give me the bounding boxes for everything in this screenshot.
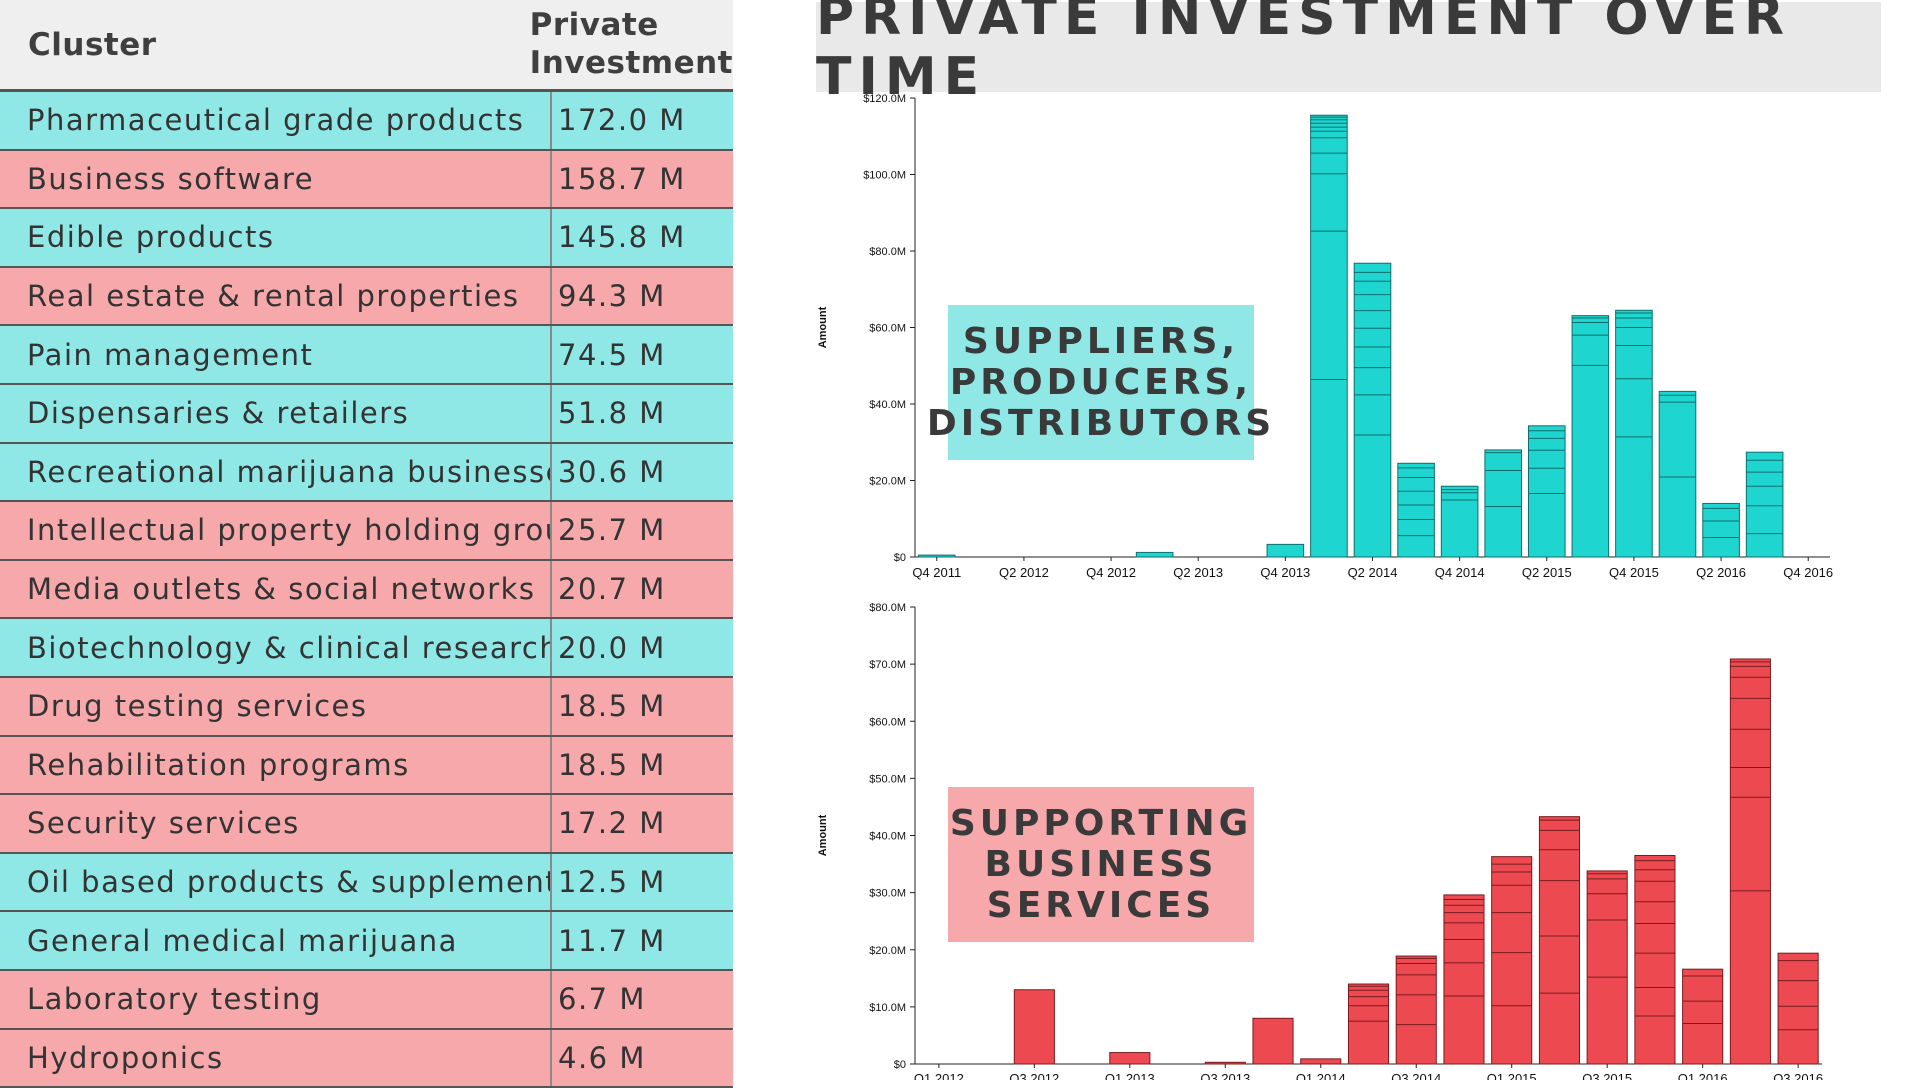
support-bar-q4-2014 [1444,895,1484,1064]
support-x-tick-label: Q1 2016 [1678,1071,1728,1080]
support-bar-q2-2015 [1539,817,1579,1064]
suppliers-bar-q2-2014 [1354,263,1391,557]
support-x-tick-label: Q3 2016 [1773,1071,1823,1080]
support-y-tick-label: $30.0M [869,888,906,900]
support-bar-q1-2016 [1683,969,1723,1064]
suppliers-x-tick-label: Q2 2015 [1522,565,1572,580]
support-x-tick-label: Q3 2014 [1391,1071,1441,1080]
support-bar-q4-2015 [1635,855,1675,1064]
suppliers-y-tick-label: $80.0M [869,246,906,258]
support-x-tick-label: Q1 2013 [1105,1071,1155,1080]
suppliers-bar-q1-2016 [1659,391,1696,557]
suppliers-y-tick-label: $40.0M [869,399,906,411]
support-y-tick-label: $10.0M [869,1002,906,1014]
support-bar-q3-2012 [1014,990,1054,1064]
suppliers-bar-q4-2011 [918,555,955,557]
support-bar-q3-2014 [1396,956,1436,1064]
support-x-tick-label: Q3 2012 [1009,1071,1059,1080]
support-x-tick-label: Q1 2014 [1296,1071,1346,1080]
suppliers-x-tick-label: Q2 2016 [1696,565,1746,580]
support-x-tick-label: Q3 2015 [1582,1071,1632,1080]
support-y-tick-label: $70.0M [869,659,906,671]
suppliers-y-tick-label: $20.0M [869,476,906,488]
support-bar-q1-2013 [1110,1053,1150,1064]
suppliers-x-tick-label: Q4 2016 [1783,565,1833,580]
support-y-tick-label: $0 [894,1059,906,1071]
support-bar-q2-2014 [1348,984,1388,1064]
suppliers-bar-q2-2016 [1703,503,1740,557]
suppliers-bar-q4-2014 [1441,486,1478,557]
suppliers-label-line-3: DISTRIBUTORS [927,403,1275,444]
suppliers-x-tick-label: Q4 2011 [912,565,961,580]
suppliers-bar-q4-2015 [1616,310,1653,557]
suppliers-x-tick-label: Q4 2012 [1086,565,1136,580]
suppliers-bar-q1-2013 [1136,552,1173,557]
support-bar-q1-2015 [1492,857,1532,1064]
suppliers-x-tick-label: Q2 2013 [1173,565,1223,580]
suppliers-x-tick-label: Q2 2014 [1348,565,1398,580]
suppliers-bar-q1-2015 [1485,450,1522,557]
suppliers-x-tick-label: Q2 2012 [999,565,1049,580]
suppliers-y-tick-label: $120.0M [863,93,906,105]
suppliers-label-line-1: SUPPLIERS, [963,321,1239,362]
support-x-tick-label: Q1 2015 [1487,1071,1537,1080]
support-label-box: SUPPORTING BUSINESS SERVICES [948,787,1254,942]
suppliers-y-axis-title: Amount [817,306,829,348]
support-y-tick-label: $80.0M [869,602,906,614]
suppliers-y-tick-label: $100.0M [863,170,906,182]
support-bar-q4-2013 [1253,1018,1293,1064]
support-x-tick-label: Q1 2012 [914,1071,964,1080]
support-bar-q3-2016 [1778,953,1818,1064]
support-y-tick-label: $50.0M [869,773,906,785]
suppliers-bar-q1-2014 [1311,115,1348,557]
support-y-axis-title: Amount [817,814,829,856]
support-bar-q3-2015 [1587,871,1627,1064]
suppliers-y-tick-label: $60.0M [869,323,906,335]
suppliers-bar-q2-2015 [1528,426,1565,557]
support-x-tick-label: Q3 2013 [1200,1071,1250,1080]
suppliers-label-box: SUPPLIERS, PRODUCERS, DISTRIBUTORS [948,305,1254,460]
suppliers-x-tick-label: Q4 2013 [1260,565,1310,580]
suppliers-x-tick-label: Q4 2014 [1435,565,1485,580]
support-bar-q3-2013 [1205,1062,1245,1064]
support-y-tick-label: $40.0M [869,831,906,843]
suppliers-bar-q3-2016 [1746,452,1783,557]
support-label-line-2: BUSINESS [985,844,1218,885]
suppliers-x-tick-label: Q4 2015 [1609,565,1659,580]
support-label-line-1: SUPPORTING [950,803,1252,844]
suppliers-y-tick-label: $0 [894,552,906,564]
support-bar-q2-2016 [1730,659,1770,1064]
suppliers-bar-q3-2015 [1572,316,1609,557]
support-label-line-3: SERVICES [987,885,1215,926]
support-bar-q1-2014 [1301,1059,1341,1064]
suppliers-bar-q4-2013 [1267,544,1304,557]
suppliers-label-line-2: PRODUCERS, [950,362,1252,403]
support-y-tick-label: $60.0M [869,716,906,728]
support-y-tick-label: $20.0M [869,945,906,957]
